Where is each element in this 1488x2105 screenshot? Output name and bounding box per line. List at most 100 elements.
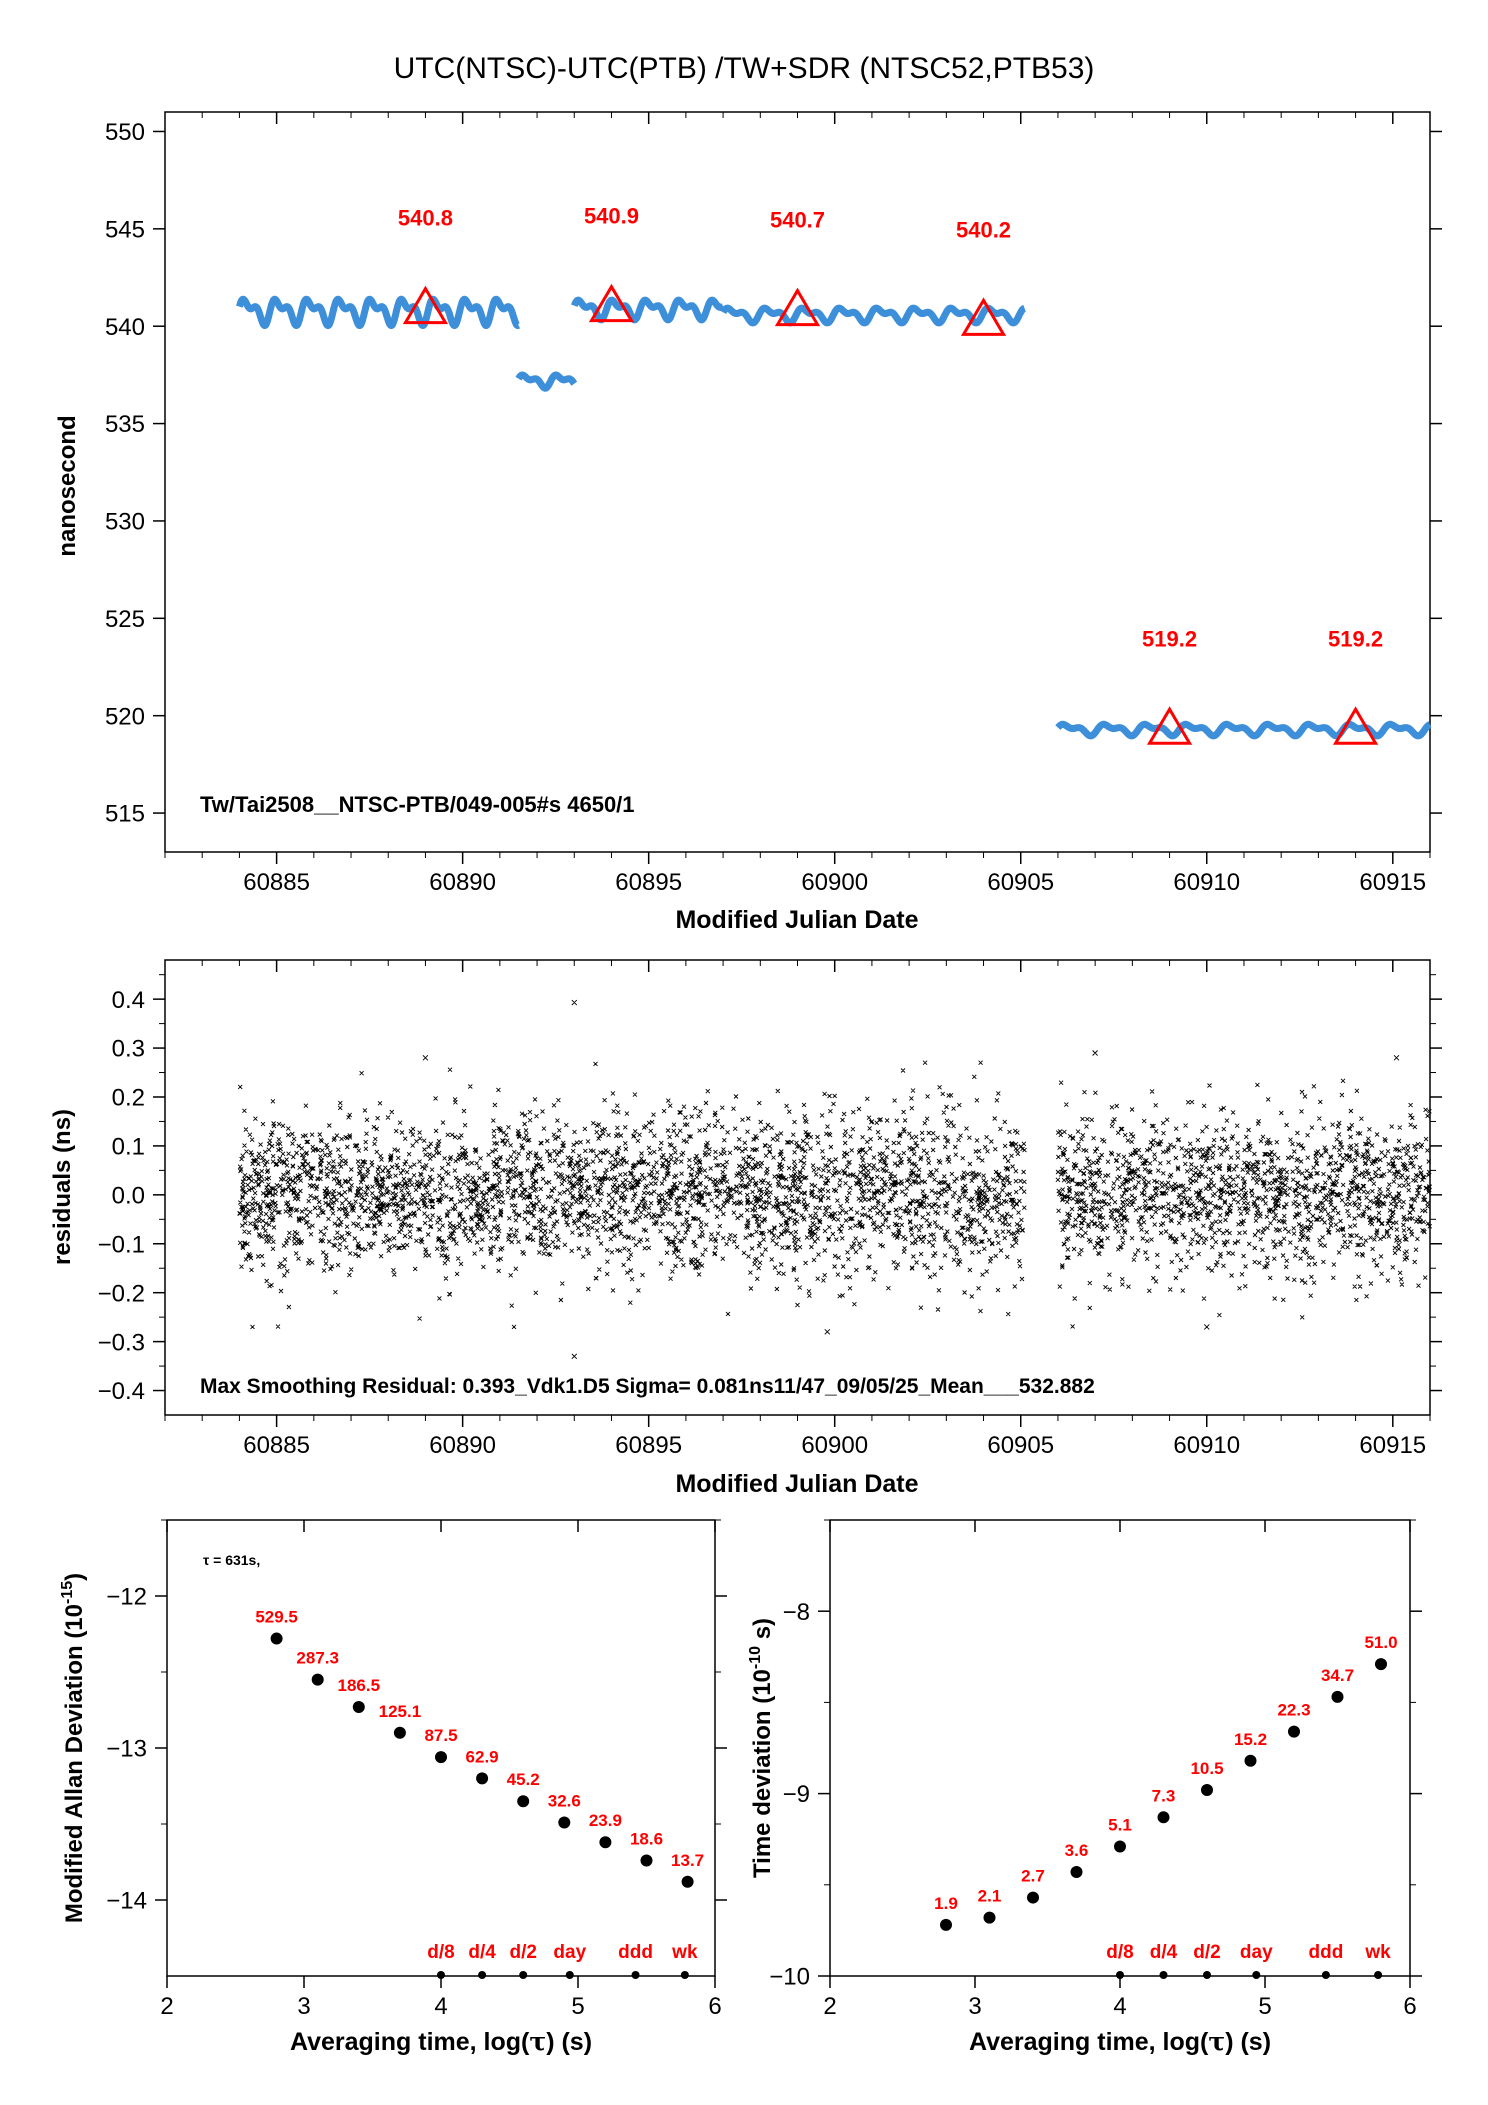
deviation-value-label: 18.6 bbox=[630, 1829, 663, 1848]
y-tick-label: −0.2 bbox=[98, 1280, 145, 1307]
time-mark-label: day bbox=[1240, 1942, 1273, 1963]
mean-value-label: 519.2 bbox=[1328, 626, 1383, 651]
time-mark-dot bbox=[631, 1971, 640, 1979]
y-tick-label: 0.0 bbox=[112, 1182, 145, 1209]
residuals-series bbox=[237, 999, 1433, 1360]
time-mark-label: d/8 bbox=[1106, 1942, 1133, 1963]
residuals-y-axis-label: residuals (ns) bbox=[49, 1109, 76, 1265]
mean-value-label: 540.8 bbox=[398, 206, 453, 231]
time-mark-dot bbox=[680, 1971, 689, 1979]
deviation-value-label: 2.7 bbox=[1021, 1867, 1045, 1886]
deviation-point bbox=[1114, 1840, 1126, 1853]
time-mark-dot bbox=[1321, 1971, 1330, 1979]
deviation-point bbox=[1027, 1891, 1039, 1904]
y-tick-label: 530 bbox=[105, 509, 145, 536]
y-tick-label: 525 bbox=[105, 606, 145, 633]
y-tick-label: −12 bbox=[106, 1584, 147, 1611]
deviation-value-label: 186.5 bbox=[338, 1676, 381, 1695]
y-tick-label: 545 bbox=[105, 216, 145, 243]
y-tick-label: 550 bbox=[105, 119, 145, 146]
deviation-point bbox=[1331, 1690, 1344, 1703]
deviation-value-label: 87.5 bbox=[424, 1726, 457, 1745]
deviation-point bbox=[1070, 1866, 1083, 1879]
offset-series bbox=[236, 295, 1433, 740]
allan-series: 529.5 287.3 186.5 125.187.5 62.9 45.2 32.6 23.9… bbox=[255, 1608, 704, 1979]
tdev-plot-frame bbox=[829, 1519, 1411, 1977]
time-mark-label: d/2 bbox=[509, 1942, 536, 1963]
deviation-point bbox=[940, 1918, 952, 1931]
tdev-series: 1.9 2.1 2.7 3.6 5.1 7.3 10.5 15.2 22.3 34.7 51.0 d/… bbox=[934, 1633, 1398, 1979]
allan-x-axis-label: Averaging time, log(τ) (s) bbox=[290, 2027, 592, 2056]
time-mark-label: d/4 bbox=[468, 1942, 496, 1963]
y-tick-label: 0.1 bbox=[112, 1134, 145, 1161]
time-mark-dot bbox=[437, 1971, 445, 1979]
deviation-value-label: 45.2 bbox=[507, 1770, 540, 1789]
time-mark-label: wk bbox=[1364, 1942, 1391, 1963]
deviation-value-label: 1.9 bbox=[934, 1894, 958, 1913]
deviation-value-label: 5.1 bbox=[1108, 1815, 1132, 1834]
time-mark-dot bbox=[519, 1971, 528, 1979]
mean-marker-triangle bbox=[402, 285, 449, 325]
y-tick-label: −10 bbox=[769, 1964, 810, 1991]
x-tick-label: 5 bbox=[571, 1993, 584, 2020]
deviation-point bbox=[1201, 1783, 1213, 1796]
offset-x-axis-label: Modified Julian Date bbox=[675, 906, 918, 934]
x-tick-label: 60890 bbox=[429, 869, 496, 896]
offset-trace-segment-1 bbox=[236, 295, 522, 330]
time-mark-label: d/8 bbox=[427, 1942, 454, 1963]
allan-deviation-chart: 2 3 4 5 6 −14 −13 −12 529.5 287.3 186.5 125.187.5 6… bbox=[59, 1519, 727, 2056]
mean-value-label: 540.9 bbox=[584, 204, 639, 229]
allan-annotation: τ = 631s, bbox=[203, 1552, 260, 1568]
mean-marker-triangle bbox=[960, 297, 1007, 336]
x-tick-label: 4 bbox=[1113, 1993, 1126, 2020]
deviation-value-label: 51.0 bbox=[1364, 1633, 1397, 1652]
offset-trace-segment-5 bbox=[1055, 720, 1433, 740]
x-tick-label: 60905 bbox=[987, 869, 1054, 896]
offset-trace-segment-3 bbox=[571, 296, 726, 324]
time-mark-label: wk bbox=[671, 1942, 698, 1963]
time-mark-dot bbox=[565, 1971, 574, 1979]
tdev-y-axis-label: Time deviation (10-10 s) bbox=[747, 1618, 776, 1878]
y-tick-label: −14 bbox=[106, 1888, 147, 1915]
deviation-point bbox=[983, 1911, 996, 1924]
time-mark-label: ddd bbox=[1308, 1942, 1343, 1963]
deviation-point bbox=[311, 1673, 324, 1686]
residuals-x-axis-label: Modified Julian Date bbox=[675, 1470, 918, 1498]
residuals-annotation: Max Smoothing Residual: 0.393_Vdk1.D5 Si… bbox=[200, 1375, 1095, 1398]
y-tick-label: −9 bbox=[783, 1781, 810, 1808]
deviation-point bbox=[640, 1854, 653, 1867]
mean-value-label: 540.7 bbox=[770, 208, 825, 233]
time-mark-dot bbox=[1159, 1971, 1168, 1979]
x-tick-label: 60900 bbox=[801, 1432, 868, 1459]
x-tick-label: 60885 bbox=[243, 869, 310, 896]
deviation-value-label: 7.3 bbox=[1152, 1786, 1176, 1805]
x-tick-label: 60895 bbox=[615, 869, 682, 896]
time-mark-dot bbox=[1374, 1971, 1383, 1979]
x-tick-label: 3 bbox=[297, 1993, 310, 2020]
x-tick-label: 6 bbox=[1403, 1993, 1416, 2020]
x-tick-label: 2 bbox=[823, 1993, 836, 2020]
deviation-value-label: 34.7 bbox=[1321, 1666, 1354, 1685]
deviation-point bbox=[393, 1726, 406, 1739]
x-tick-label: 2 bbox=[160, 1993, 173, 2020]
deviation-point bbox=[517, 1795, 530, 1808]
deviation-value-label: 22.3 bbox=[1277, 1701, 1310, 1720]
x-tick-label: 3 bbox=[968, 1993, 981, 2020]
deviation-point bbox=[352, 1700, 365, 1713]
deviation-value-label: 287.3 bbox=[296, 1649, 339, 1668]
deviation-value-label: 10.5 bbox=[1190, 1759, 1223, 1778]
x-tick-label: 60910 bbox=[1173, 869, 1240, 896]
offset-markers: 540.8 540.9 540.7 540.2 519.2 519.2 bbox=[398, 204, 1383, 745]
x-tick-label: 4 bbox=[434, 1993, 447, 2020]
x-tick-label: 60905 bbox=[987, 1432, 1054, 1459]
mean-value-label: 540.2 bbox=[956, 217, 1011, 242]
mean-marker-triangle bbox=[1146, 706, 1193, 745]
tdev-axis-ticks: 2 3 4 5 6 −10 −9 −8 bbox=[769, 1519, 1422, 2020]
time-mark-dot bbox=[478, 1971, 487, 1979]
deviation-value-label: 62.9 bbox=[466, 1747, 499, 1766]
mean-marker-triangle bbox=[588, 283, 635, 323]
y-tick-label: 520 bbox=[105, 703, 145, 730]
allan-y-axis-label: Modified Allan Deviation (10-15) bbox=[59, 1573, 88, 1923]
time-mark-label: d/2 bbox=[1193, 1942, 1220, 1963]
